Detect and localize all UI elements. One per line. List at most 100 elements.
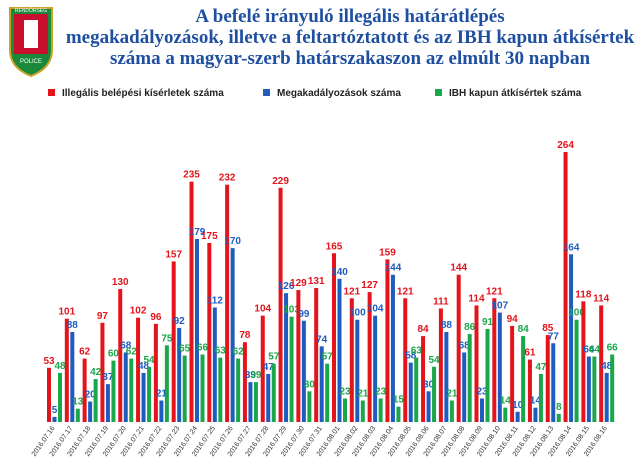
value-label: 164: [563, 242, 580, 253]
value-label: 60: [108, 349, 120, 360]
bar: [467, 334, 472, 422]
bar: [332, 253, 336, 422]
value-label: 121: [486, 286, 503, 297]
bar: [449, 400, 454, 422]
value-label: 101: [58, 307, 75, 318]
value-label: 84: [418, 324, 430, 335]
value-label: 23: [476, 386, 488, 397]
legend-label: Illegális belépési kísérletek száma: [62, 88, 224, 99]
value-label: 232: [219, 173, 236, 184]
value-label: 54: [144, 355, 156, 366]
bar: [599, 305, 604, 422]
bar: [52, 416, 57, 422]
bar: [492, 298, 497, 422]
chart-title: száma a magyar-szerb határszakaszon az e…: [110, 48, 591, 69]
value-label: 103: [283, 305, 300, 316]
value-label: 47: [263, 362, 275, 373]
bar: [200, 354, 205, 422]
value-label: 114: [468, 293, 485, 304]
value-label: 114: [593, 293, 610, 304]
bar: [545, 335, 550, 422]
value-label: 100: [568, 308, 585, 319]
value-label: 47: [535, 362, 547, 373]
value-label: 5: [52, 405, 58, 416]
bar: [307, 391, 312, 422]
value-label: 86: [464, 322, 476, 333]
value-label: 13: [72, 397, 84, 408]
value-label: 23: [375, 386, 387, 397]
value-label: 99: [298, 309, 310, 320]
bar: [569, 254, 574, 422]
value-label: 170: [224, 236, 241, 247]
bar: [47, 367, 51, 422]
chart-title: megakadályozások, illetve a feltartóztat…: [66, 27, 635, 48]
bar: [164, 345, 169, 422]
legend-label: IBH kapun átkísértek száma: [449, 88, 582, 99]
value-label: 64: [583, 345, 595, 356]
value-label: 39: [250, 370, 262, 381]
value-label: 175: [201, 231, 218, 242]
legend-swatch: [435, 89, 442, 96]
value-label: 102: [130, 306, 147, 317]
value-label: 235: [183, 170, 200, 181]
value-label: 53: [43, 356, 55, 367]
bar: [485, 328, 490, 422]
bar: [480, 398, 484, 422]
bar: [82, 358, 87, 422]
bar: [355, 319, 360, 422]
value-label: 77: [548, 331, 560, 342]
bar: [236, 358, 241, 422]
value-label: 57: [268, 352, 280, 363]
value-label: 84: [518, 324, 530, 335]
value-label: 15: [393, 395, 405, 406]
bar: [105, 384, 110, 422]
bar: [141, 372, 146, 422]
bar: [266, 373, 271, 422]
value-label: 94: [507, 314, 519, 325]
value-label: 48: [54, 361, 66, 372]
value-label: 121: [343, 286, 360, 297]
bar: [592, 356, 597, 422]
value-label: 66: [197, 343, 209, 354]
bar: [88, 401, 93, 422]
value-label: 23: [339, 386, 351, 397]
legend-swatch: [263, 89, 270, 96]
bar: [390, 274, 395, 422]
logo-bottom: POLICE: [20, 59, 42, 65]
bar: [182, 355, 187, 422]
bar: [75, 408, 80, 422]
value-label: 54: [429, 355, 441, 366]
legend-swatch: [48, 89, 55, 96]
value-label: 74: [316, 334, 328, 345]
bar: [438, 308, 443, 422]
value-label: 65: [179, 344, 191, 355]
value-label: 88: [67, 320, 79, 331]
bar: [604, 372, 609, 422]
value-label: 229: [272, 176, 289, 187]
bar: [225, 184, 230, 422]
bar: [248, 382, 253, 422]
bar: [147, 366, 152, 422]
value-label: 129: [290, 278, 307, 289]
bar: [218, 357, 223, 422]
bar: [171, 261, 176, 422]
value-label: 96: [150, 312, 162, 323]
value-label: 62: [79, 347, 91, 358]
bar: [503, 407, 508, 422]
bar: [538, 373, 543, 422]
value-label: 107: [491, 301, 508, 312]
bar: [456, 274, 461, 422]
value-label: 63: [215, 346, 227, 357]
value-label: 118: [575, 289, 592, 300]
value-label: 88: [441, 320, 453, 331]
value-label: 91: [482, 317, 494, 328]
bar: [385, 259, 390, 422]
value-label: 157: [165, 249, 182, 260]
bar: [153, 323, 158, 422]
value-label: 126: [278, 281, 295, 292]
bar: [136, 317, 141, 422]
bar: [349, 298, 354, 422]
value-label: 61: [524, 348, 536, 359]
value-label: 111: [433, 296, 449, 307]
